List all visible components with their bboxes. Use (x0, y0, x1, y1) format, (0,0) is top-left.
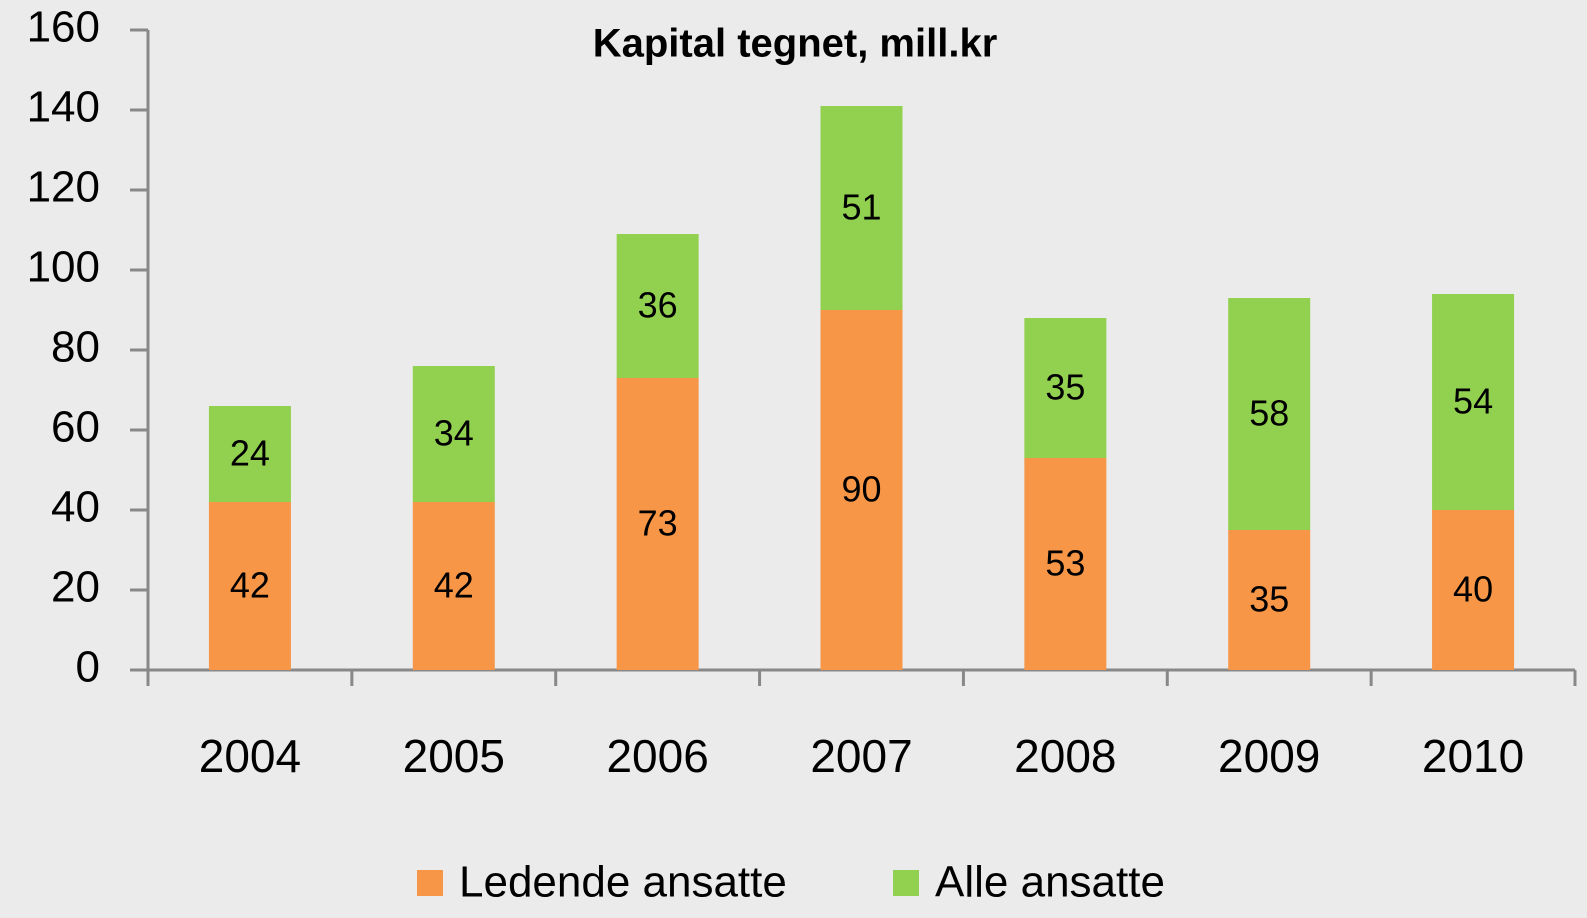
data-label: 90 (841, 469, 881, 510)
y-tick-label: 40 (51, 483, 100, 532)
bar-segment (208, 502, 291, 670)
data-label: 42 (434, 565, 474, 606)
data-label: 40 (1453, 569, 1493, 610)
data-label: 36 (638, 285, 678, 326)
data-label: 58 (1249, 393, 1289, 434)
bar-segment (1024, 318, 1107, 458)
y-tick-label: 20 (51, 563, 100, 612)
x-tick-label: 2006 (606, 730, 708, 782)
x-tick-label: 2010 (1422, 730, 1524, 782)
data-label: 54 (1453, 381, 1493, 422)
bar-segment (1228, 298, 1311, 530)
y-tick-label: 160 (27, 3, 100, 52)
bar-segment (1432, 510, 1515, 670)
data-label: 35 (1045, 367, 1085, 408)
y-tick-label: 80 (51, 323, 100, 372)
bar-segment (1024, 458, 1107, 670)
legend-swatch (893, 870, 919, 896)
chart-title: Kapital tegnet, mill.kr (593, 22, 998, 66)
y-tick-label: 140 (27, 83, 100, 132)
legend-label: Alle ansatte (935, 858, 1165, 907)
bar-segment (616, 378, 699, 670)
data-label: 73 (638, 503, 678, 544)
bar-segment (412, 502, 495, 670)
data-label: 34 (434, 413, 474, 454)
x-tick-label: 2004 (199, 730, 301, 782)
bar-segment (412, 366, 495, 502)
bar-segment (208, 406, 291, 502)
y-tick-label: 100 (27, 243, 100, 292)
y-tick-label: 0 (76, 643, 100, 692)
data-label: 35 (1249, 579, 1289, 620)
data-label: 53 (1045, 543, 1085, 584)
x-tick-label: 2008 (1014, 730, 1116, 782)
data-label: 24 (230, 433, 270, 474)
legend-swatch (417, 870, 443, 896)
bar-segment (820, 310, 903, 670)
bar-segment (820, 106, 903, 310)
x-tick-label: 2007 (810, 730, 912, 782)
data-label: 51 (841, 187, 881, 228)
x-tick-label: 2005 (403, 730, 505, 782)
y-tick-label: 120 (27, 163, 100, 212)
bar-segment (616, 234, 699, 378)
bar-segment (1432, 294, 1515, 510)
data-label: 42 (230, 565, 270, 606)
y-tick-label: 60 (51, 403, 100, 452)
bar-segment (1228, 530, 1311, 670)
x-tick-label: 2009 (1218, 730, 1320, 782)
legend-label: Ledende ansatte (459, 858, 787, 907)
